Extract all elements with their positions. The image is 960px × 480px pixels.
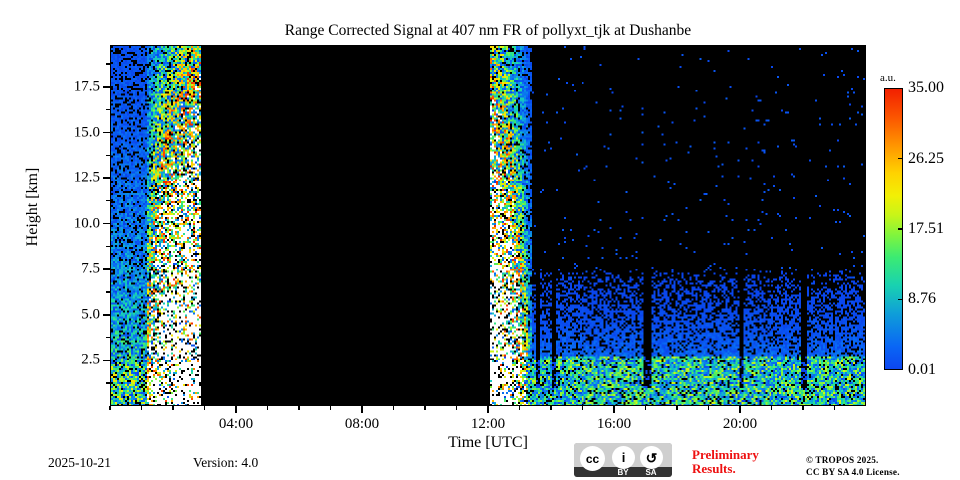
x-tick-label: 12:00 [470, 416, 506, 432]
cc-logo-icon: cc [580, 446, 605, 471]
y-tick-minor [106, 63, 110, 65]
y-tick-minor [106, 291, 110, 293]
x-tick-minor [109, 406, 111, 410]
y-tick-minor [106, 200, 110, 202]
colorbar-tick-label: 8.76 [908, 290, 936, 308]
footer-version: Version: 4.0 [193, 455, 259, 470]
colorbar-tick-label: 17.51 [908, 219, 944, 237]
x-tick-minor [266, 406, 269, 410]
y-tick-minor [106, 108, 110, 111]
y-tick-label: 15.0 [73, 124, 100, 140]
preliminary-line-2: Results. [692, 461, 736, 476]
y-tick-label: 7.5 [81, 260, 100, 277]
y-tick-major [103, 86, 110, 88]
y-tick-minor [106, 245, 110, 248]
x-tick-minor [644, 406, 647, 410]
preliminary-line-1: Preliminary [692, 447, 759, 462]
x-tick-label: 20:00 [722, 416, 758, 432]
x-tick-major [235, 406, 237, 413]
x-tick-minor [802, 406, 804, 410]
x-tick-label: 08:00 [344, 416, 380, 432]
x-tick-minor [676, 406, 678, 410]
footer-date: 2025-10-21 [48, 455, 111, 470]
x-tick-minor [833, 406, 836, 410]
badge-lower-strip [574, 467, 672, 477]
y-tick-minor [106, 154, 110, 156]
x-tick-minor [172, 406, 174, 410]
plot-axes-area [110, 45, 866, 406]
y-tick-minor [106, 336, 110, 339]
x-tick-minor [298, 406, 300, 410]
heatmap-data-canvas [111, 46, 865, 405]
y-tick-major [103, 177, 110, 179]
credit-line-1: © TROPOS 2025. [806, 455, 879, 465]
cc-sa-share-alike-icon: ↺ [640, 446, 663, 469]
colorbar-tick [898, 157, 903, 160]
cc-sa-label: SA [645, 468, 657, 477]
y-tick-major [103, 222, 110, 225]
x-tick-minor [581, 406, 584, 410]
x-tick-minor [424, 406, 426, 410]
x-tick-label: 16:00 [596, 416, 632, 432]
y-tick-label: 10.0 [73, 215, 100, 232]
colorbar-tick-label: 35.00 [908, 79, 944, 96]
y-tick-major [103, 131, 110, 134]
x-tick-minor [392, 406, 395, 410]
colorbar-tick [898, 298, 903, 301]
x-tick-minor [518, 406, 521, 410]
y-tick-label: 2.5 [81, 351, 100, 368]
x-tick-minor [455, 406, 458, 410]
y-tick-major [103, 314, 110, 316]
x-tick-minor [770, 406, 773, 410]
x-tick-minor [707, 406, 710, 410]
y-axis-label: Height [km] [24, 167, 41, 247]
creative-commons-badge: cc i ↺ BY SA [574, 443, 672, 477]
y-tick-label: 17.5 [73, 78, 100, 95]
x-tick-minor [203, 406, 206, 410]
colorbar-tick [898, 228, 903, 230]
cc-by-label: BY [617, 468, 629, 477]
preliminary-results-note: Preliminary Results. [692, 448, 759, 476]
x-axis-label: Time [UTC] [448, 434, 528, 451]
credit-line-2: CC BY SA 4.0 License. [806, 466, 900, 477]
x-tick-major [613, 406, 615, 413]
x-tick-minor [550, 406, 552, 410]
x-tick-major [361, 406, 363, 413]
page-title: Range Corrected Signal at 407 nm FR of p… [284, 22, 692, 39]
colorbar-tick-label: 0.01 [908, 361, 936, 378]
y-tick-label: 5.0 [81, 306, 100, 323]
y-tick-label: 12.5 [73, 169, 100, 186]
x-tick-major [487, 406, 489, 413]
y-tick-minor [106, 382, 110, 384]
y-tick-major [103, 359, 110, 362]
y-tick-major [103, 268, 110, 271]
copyright-credit: © TROPOS 2025. CC BY SA 4.0 License. [806, 455, 900, 478]
colorbar-tick-label: 26.25 [908, 149, 944, 167]
colorbar-unit-label: a.u. [880, 72, 896, 84]
x-tick-major [739, 406, 741, 413]
x-tick-label: 04:00 [218, 416, 254, 432]
x-tick-minor [140, 406, 143, 410]
x-tick-minor [329, 406, 332, 410]
cc-by-person-icon: i [612, 446, 635, 469]
